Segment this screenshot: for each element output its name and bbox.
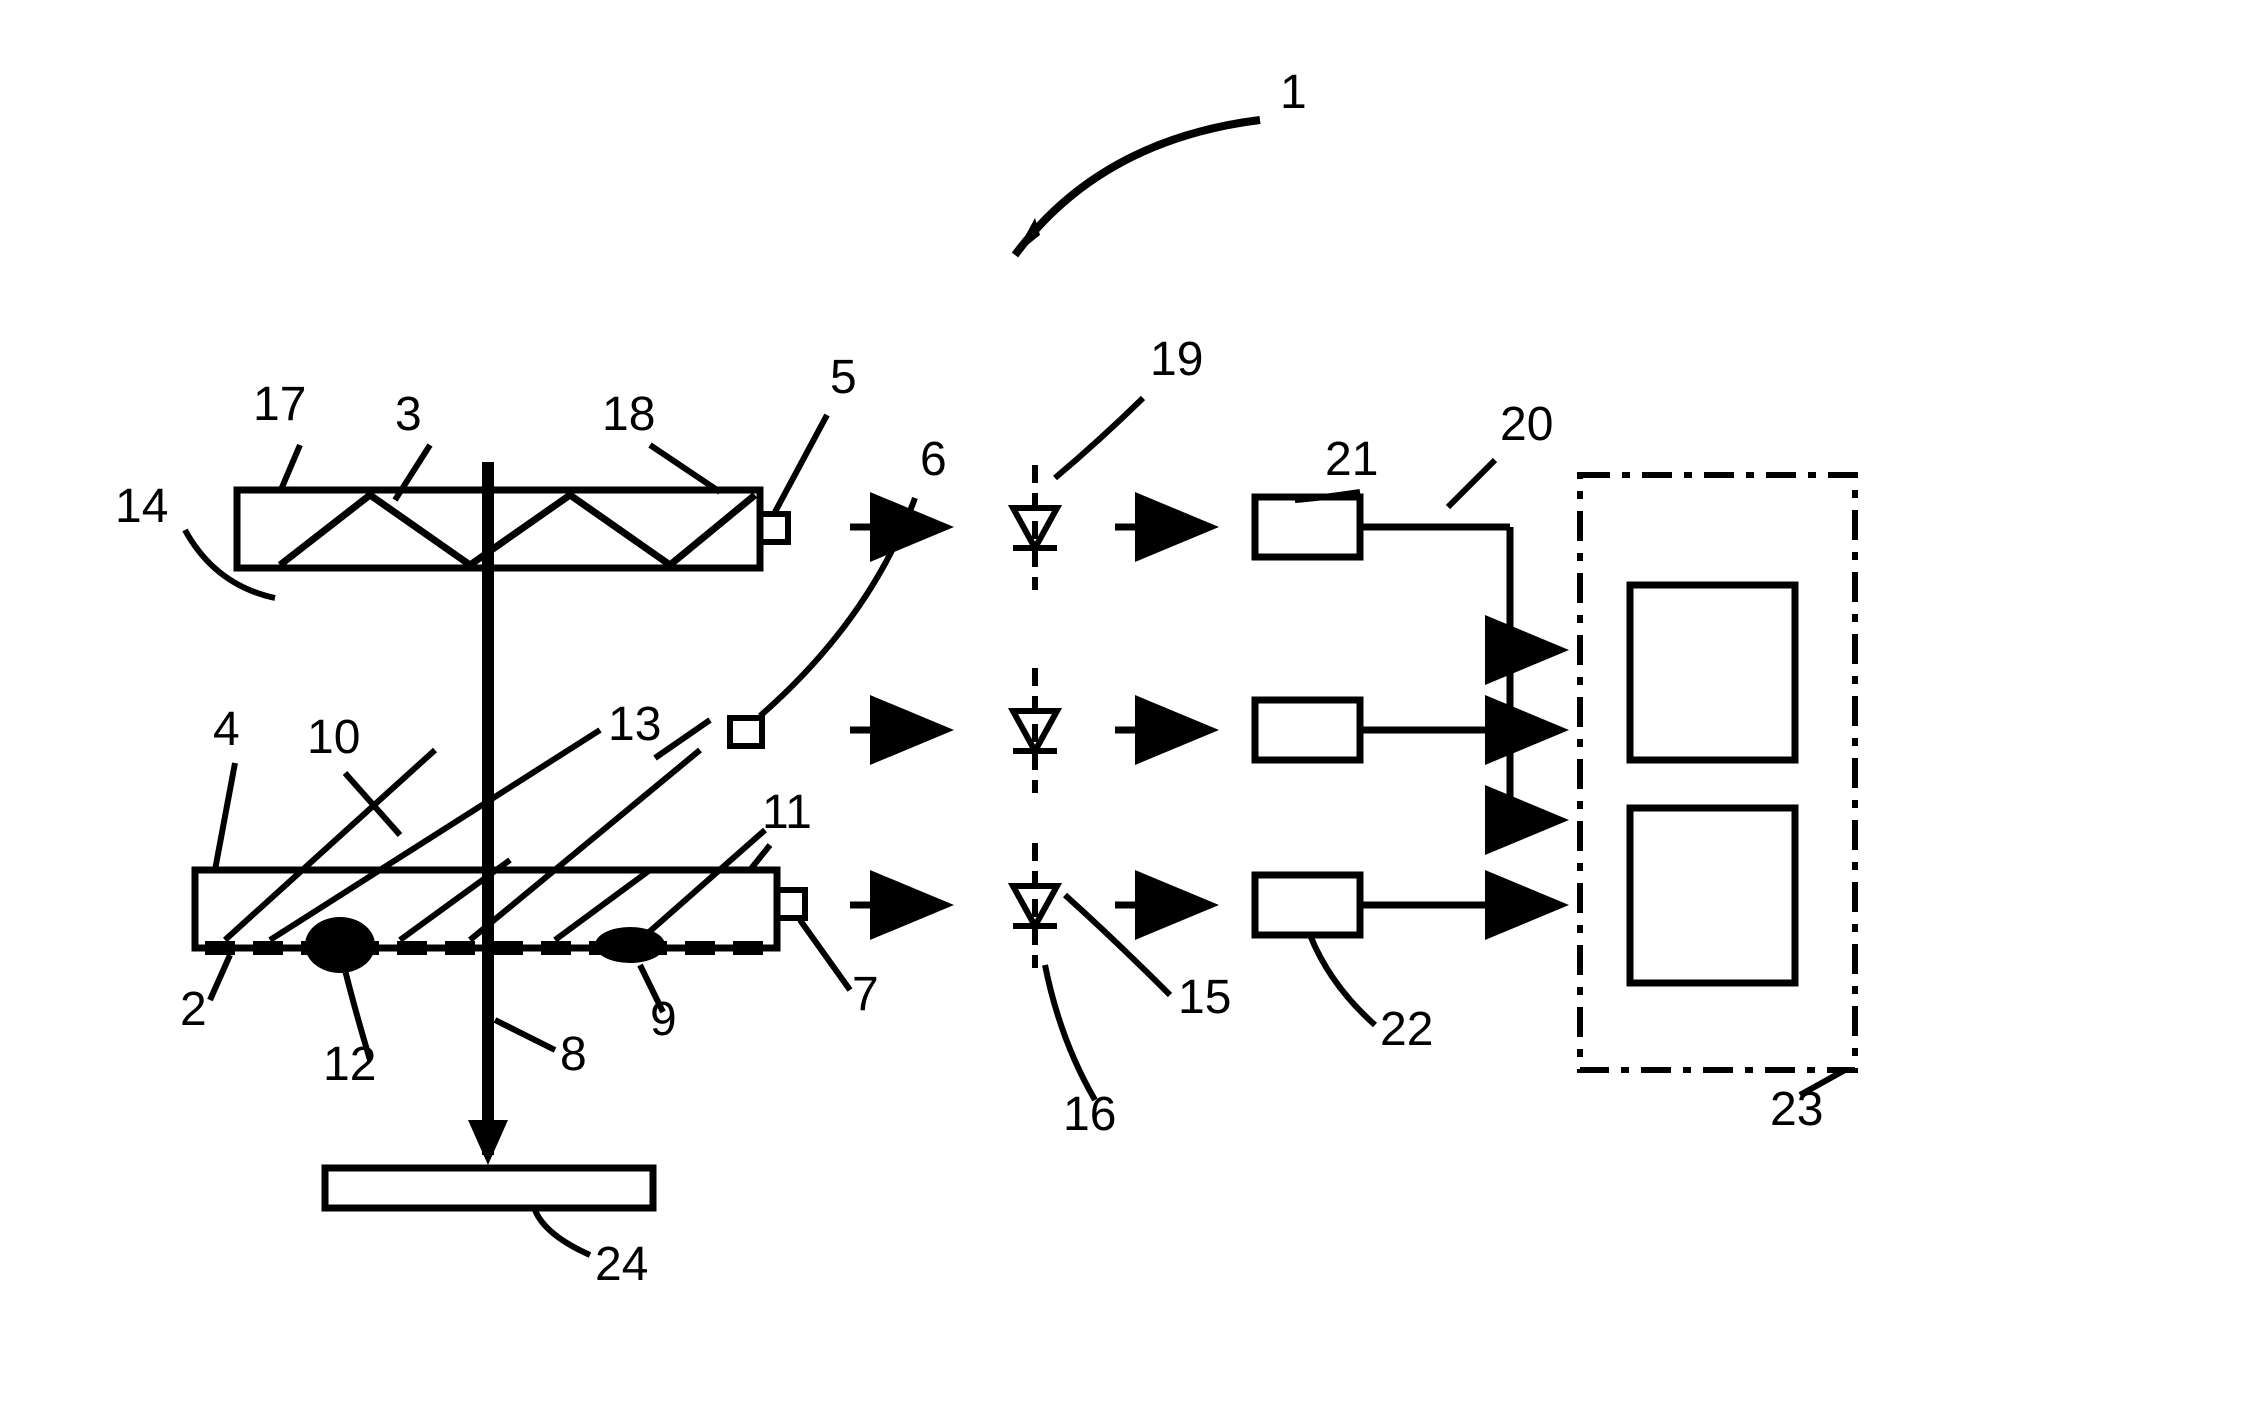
- leader-8: [495, 1020, 555, 1050]
- leader-16: [1045, 965, 1095, 1100]
- label-5: 5: [830, 351, 857, 404]
- label-14: 14: [115, 480, 168, 533]
- blob-9: [595, 927, 665, 963]
- leader-18: [650, 445, 720, 492]
- label-18: 18: [602, 388, 655, 441]
- label-17: 17: [253, 378, 306, 431]
- label-7: 7: [852, 968, 879, 1021]
- leader-11: [750, 845, 770, 870]
- upper-stub-5: [760, 514, 788, 542]
- beam-arrowhead: [468, 1120, 508, 1165]
- label-13: 13: [608, 698, 661, 751]
- schematic-diagram: 1 2 3 4 5 6 7 8 9 10 11 12 13 14 15 16 1…: [0, 0, 2245, 1408]
- box-bot: [1255, 875, 1360, 935]
- box-top: [1255, 497, 1360, 557]
- lower-stub-7: [777, 890, 805, 918]
- leader-1: [1015, 120, 1260, 255]
- big-box-top: [1630, 585, 1795, 760]
- label-16: 16: [1063, 1088, 1116, 1141]
- diode-mid: [1013, 668, 1057, 793]
- label-4: 4: [213, 703, 240, 756]
- target-24: [325, 1168, 653, 1208]
- label-24: 24: [595, 1238, 648, 1291]
- upper-zigzag: [280, 495, 755, 565]
- diode-top: [1013, 465, 1057, 590]
- label-8: 8: [560, 1028, 587, 1081]
- label-12: 12: [323, 1038, 376, 1091]
- label-15: 15: [1178, 971, 1231, 1024]
- label-2: 2: [180, 983, 207, 1036]
- label-20: 20: [1500, 398, 1553, 451]
- blob-12: [305, 917, 375, 973]
- leader-17: [280, 445, 300, 492]
- leader-5: [775, 415, 827, 512]
- leader-4: [215, 763, 235, 870]
- label-21: 21: [1325, 433, 1378, 486]
- label-19: 19: [1150, 333, 1203, 386]
- label-9: 9: [650, 993, 677, 1046]
- label-22: 22: [1380, 1003, 1433, 1056]
- lower-rays: [225, 730, 765, 940]
- leader-19: [1055, 398, 1143, 478]
- label-1: 1: [1280, 66, 1307, 119]
- leader-15: [1065, 895, 1170, 995]
- leader-6: [760, 498, 915, 716]
- label-6: 6: [920, 433, 947, 486]
- leader-2: [210, 955, 230, 1000]
- leader-7: [800, 920, 850, 990]
- big-box-bot: [1630, 808, 1795, 983]
- leader-22: [1310, 935, 1375, 1025]
- label-23: 23: [1770, 1083, 1823, 1136]
- diode-bot: [1013, 843, 1057, 968]
- leader-14: [185, 530, 275, 598]
- mid-stub-6: [730, 718, 762, 746]
- box-mid: [1255, 700, 1360, 760]
- label-10: 10: [307, 711, 360, 764]
- label-11: 11: [762, 786, 812, 839]
- label-3: 3: [395, 388, 422, 441]
- leader-24: [535, 1210, 590, 1255]
- leader-20: [1448, 460, 1495, 507]
